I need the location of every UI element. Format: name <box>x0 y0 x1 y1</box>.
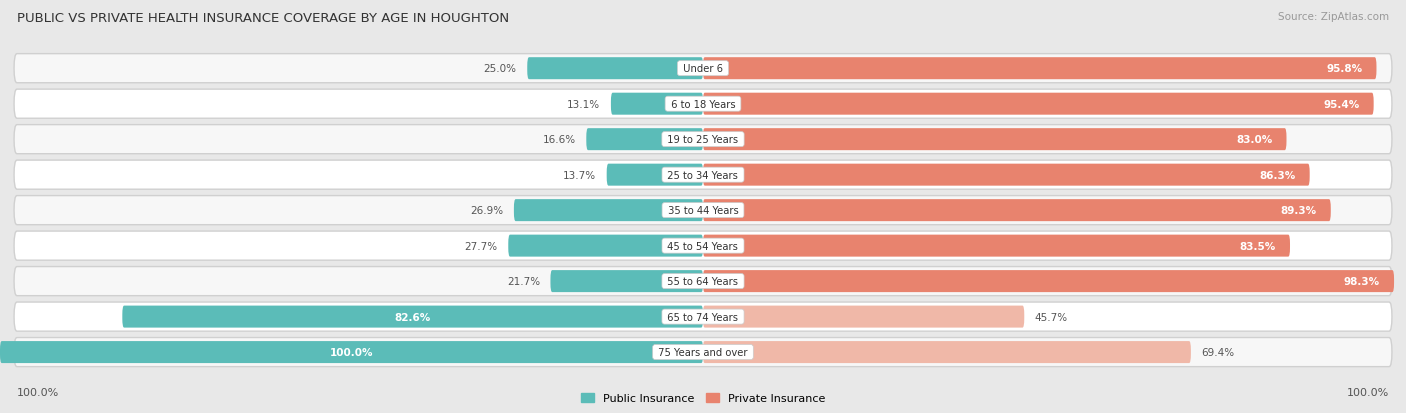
FancyBboxPatch shape <box>703 235 1291 257</box>
Text: 16.6%: 16.6% <box>543 135 576 145</box>
Text: 83.0%: 83.0% <box>1236 135 1272 145</box>
FancyBboxPatch shape <box>703 306 1024 328</box>
FancyBboxPatch shape <box>14 90 1392 119</box>
Text: 45 to 54 Years: 45 to 54 Years <box>665 241 741 251</box>
Text: 35 to 44 Years: 35 to 44 Years <box>665 206 741 216</box>
Text: 19 to 25 Years: 19 to 25 Years <box>665 135 741 145</box>
Text: 75 Years and over: 75 Years and over <box>655 347 751 357</box>
Text: 89.3%: 89.3% <box>1281 206 1317 216</box>
Text: 45.7%: 45.7% <box>1035 312 1069 322</box>
Text: 13.1%: 13.1% <box>567 100 600 109</box>
FancyBboxPatch shape <box>122 306 703 328</box>
Legend: Public Insurance, Private Insurance: Public Insurance, Private Insurance <box>576 388 830 408</box>
FancyBboxPatch shape <box>586 129 703 151</box>
Text: 69.4%: 69.4% <box>1202 347 1234 357</box>
Text: 100.0%: 100.0% <box>330 347 373 357</box>
FancyBboxPatch shape <box>0 341 703 363</box>
Text: 25 to 34 Years: 25 to 34 Years <box>665 170 741 180</box>
FancyBboxPatch shape <box>14 232 1392 261</box>
Text: Source: ZipAtlas.com: Source: ZipAtlas.com <box>1278 12 1389 22</box>
Text: 86.3%: 86.3% <box>1260 170 1296 180</box>
Text: PUBLIC VS PRIVATE HEALTH INSURANCE COVERAGE BY AGE IN HOUGHTON: PUBLIC VS PRIVATE HEALTH INSURANCE COVER… <box>17 12 509 25</box>
Text: 100.0%: 100.0% <box>1347 387 1389 397</box>
Text: 25.0%: 25.0% <box>484 64 517 74</box>
FancyBboxPatch shape <box>612 93 703 115</box>
Text: 55 to 64 Years: 55 to 64 Years <box>665 276 741 287</box>
Text: 6 to 18 Years: 6 to 18 Years <box>668 100 738 109</box>
Text: 27.7%: 27.7% <box>464 241 498 251</box>
Text: 95.8%: 95.8% <box>1326 64 1362 74</box>
Text: 26.9%: 26.9% <box>470 206 503 216</box>
FancyBboxPatch shape <box>14 267 1392 296</box>
FancyBboxPatch shape <box>515 199 703 222</box>
Text: 83.5%: 83.5% <box>1240 241 1277 251</box>
FancyBboxPatch shape <box>703 271 1395 292</box>
FancyBboxPatch shape <box>14 338 1392 367</box>
Text: 95.4%: 95.4% <box>1323 100 1360 109</box>
FancyBboxPatch shape <box>14 55 1392 83</box>
FancyBboxPatch shape <box>703 164 1309 186</box>
FancyBboxPatch shape <box>703 58 1376 80</box>
FancyBboxPatch shape <box>607 164 703 186</box>
FancyBboxPatch shape <box>703 199 1330 222</box>
FancyBboxPatch shape <box>14 196 1392 225</box>
FancyBboxPatch shape <box>551 271 703 292</box>
FancyBboxPatch shape <box>14 161 1392 190</box>
FancyBboxPatch shape <box>703 341 1191 363</box>
Text: 21.7%: 21.7% <box>506 276 540 287</box>
FancyBboxPatch shape <box>14 302 1392 331</box>
FancyBboxPatch shape <box>703 129 1286 151</box>
Text: 98.3%: 98.3% <box>1344 276 1381 287</box>
Text: Under 6: Under 6 <box>681 64 725 74</box>
FancyBboxPatch shape <box>14 125 1392 154</box>
Text: 100.0%: 100.0% <box>17 387 59 397</box>
Text: 65 to 74 Years: 65 to 74 Years <box>665 312 741 322</box>
FancyBboxPatch shape <box>509 235 703 257</box>
FancyBboxPatch shape <box>527 58 703 80</box>
Text: 13.7%: 13.7% <box>562 170 596 180</box>
FancyBboxPatch shape <box>703 93 1374 115</box>
Text: 82.6%: 82.6% <box>395 312 430 322</box>
